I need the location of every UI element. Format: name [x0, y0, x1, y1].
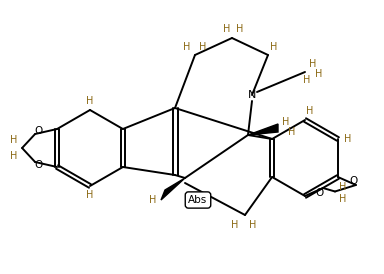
Polygon shape	[161, 178, 185, 200]
Text: H: H	[282, 117, 290, 127]
Text: H: H	[236, 24, 244, 34]
Text: H: H	[223, 24, 231, 34]
Text: H: H	[339, 181, 347, 192]
Text: H: H	[288, 127, 296, 137]
Text: H: H	[249, 220, 257, 230]
Text: H: H	[86, 190, 94, 200]
Text: H: H	[149, 195, 157, 205]
Text: H: H	[86, 96, 94, 106]
Text: H: H	[344, 134, 352, 144]
Text: H: H	[339, 195, 347, 204]
Text: O: O	[350, 176, 358, 186]
Text: H: H	[231, 220, 239, 230]
Text: H: H	[10, 151, 18, 161]
Text: O: O	[34, 126, 42, 136]
Text: O: O	[34, 160, 42, 170]
Text: H: H	[199, 42, 207, 52]
Text: H: H	[315, 69, 323, 79]
Text: H: H	[270, 42, 278, 52]
Text: H: H	[303, 75, 311, 85]
Text: H: H	[306, 106, 314, 116]
Text: H: H	[183, 42, 191, 52]
Text: Abs: Abs	[189, 195, 208, 205]
Text: H: H	[10, 135, 18, 145]
Text: H: H	[310, 59, 317, 69]
Polygon shape	[248, 124, 278, 135]
Text: O: O	[316, 188, 324, 198]
Text: N: N	[248, 90, 256, 100]
